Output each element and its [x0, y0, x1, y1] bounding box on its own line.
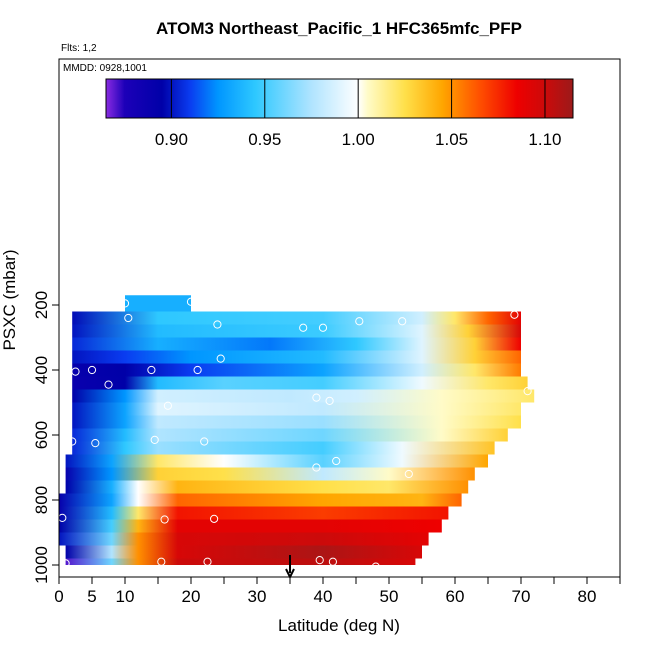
x-tick-label: 30 [248, 587, 267, 606]
sample-point [318, 323, 328, 332]
y-tick-label: 800 [32, 486, 51, 514]
colorbar-tick-label: 0.90 [155, 130, 188, 149]
sample-point [64, 304, 74, 313]
heatmap-layer [59, 519, 442, 533]
chart-title: ATOM3 Northeast_Pacific_1 HFC365mfc_PFP [156, 19, 522, 38]
heatmap-layer [59, 493, 462, 507]
sample-point [213, 320, 222, 329]
sample-point [120, 299, 130, 308]
heatmap-layer [65, 467, 475, 481]
sample-point [186, 297, 196, 306]
heatmap-layer [72, 311, 521, 325]
colorbar-ticks: 0.90 0.95 1.00 1.05 1.10 [155, 79, 562, 149]
x-tick-label: 20 [182, 587, 201, 606]
sample-point [91, 439, 100, 448]
sample-point [71, 367, 80, 376]
y-tick-label: 1000 [32, 546, 51, 584]
heatmap-layer [72, 415, 521, 429]
x-tick-label: 40 [314, 587, 333, 606]
heatmap-layer [72, 441, 495, 455]
sample-point [193, 365, 202, 375]
flights-label: Flts: 1,2 [61, 43, 97, 54]
dates-label: MMDD: 0928,1001 [63, 63, 147, 74]
heatmap-layer [72, 363, 521, 377]
sample-point [124, 313, 133, 323]
colorbar-tick-label: 1.05 [435, 130, 468, 149]
sample-point [299, 323, 308, 332]
x-tick-label: 60 [446, 587, 465, 606]
x-axis-label: Latitude (deg N) [278, 616, 400, 635]
heatmap-layer [65, 480, 469, 494]
y-tick-label: 400 [32, 356, 51, 384]
sample-point [150, 435, 159, 444]
x-tick-label: 10 [116, 587, 135, 606]
sample-point [68, 437, 77, 446]
heatmap-layer [59, 506, 449, 520]
sample-point [61, 559, 70, 568]
sample-point [216, 354, 225, 363]
sample-point [510, 310, 519, 319]
heatmap-layer [72, 324, 521, 338]
colorbar-tick-label: 1.00 [342, 130, 375, 149]
sample-point [371, 562, 380, 571]
x-tick-label: 5 [87, 587, 96, 606]
x-tick-label: 0 [54, 587, 63, 606]
heatmap-layer [59, 532, 429, 546]
heatmap-layer [72, 337, 521, 351]
sample-point [355, 317, 364, 326]
x-tick-label: 50 [380, 587, 399, 606]
heatmap-layer [72, 428, 508, 442]
sample-point [312, 393, 321, 402]
heatmap-layer [65, 558, 416, 565]
sample-point [210, 514, 219, 523]
sample-point [325, 396, 334, 405]
heatmap-layer [72, 389, 535, 403]
heatmap-layer [125, 295, 191, 312]
sample-points [58, 297, 532, 571]
heatmap-layer [72, 350, 521, 364]
y-axis-label: PSXC (mbar) [0, 249, 19, 350]
colorbar-tick-label: 0.95 [248, 130, 281, 149]
y-tick-label: 200 [32, 291, 51, 319]
sample-point [163, 401, 172, 410]
sample-point [157, 557, 166, 566]
y-tick-label: 600 [32, 421, 51, 449]
sample-point [147, 365, 156, 375]
colorbar-tick-label: 1.10 [528, 130, 561, 149]
sample-point [523, 387, 532, 396]
plot-frame [58, 58, 621, 578]
sample-point [398, 317, 407, 326]
sample-point [404, 469, 413, 479]
y-axis: 200 400 600 800 1000 [32, 291, 59, 584]
sample-point [328, 557, 337, 566]
sample-point [104, 380, 113, 389]
sample-point [332, 456, 341, 466]
x-axis: 0 5 10 20 30 40 50 60 70 80 [54, 577, 621, 606]
sample-point [87, 365, 97, 375]
sample-point [200, 437, 209, 446]
sample-point [160, 515, 169, 524]
heatmap-layer [72, 402, 521, 416]
colorbar [105, 78, 574, 119]
sample-point [203, 557, 212, 566]
heatmap-layer [65, 454, 488, 468]
heatmap-layer [72, 376, 528, 390]
x-tick-label: 80 [578, 587, 597, 606]
x-tick-label: 70 [512, 587, 531, 606]
heatmap-layer [65, 545, 422, 559]
heatmap-layers [59, 295, 535, 565]
sample-point [315, 556, 324, 565]
sample-point [312, 463, 321, 472]
